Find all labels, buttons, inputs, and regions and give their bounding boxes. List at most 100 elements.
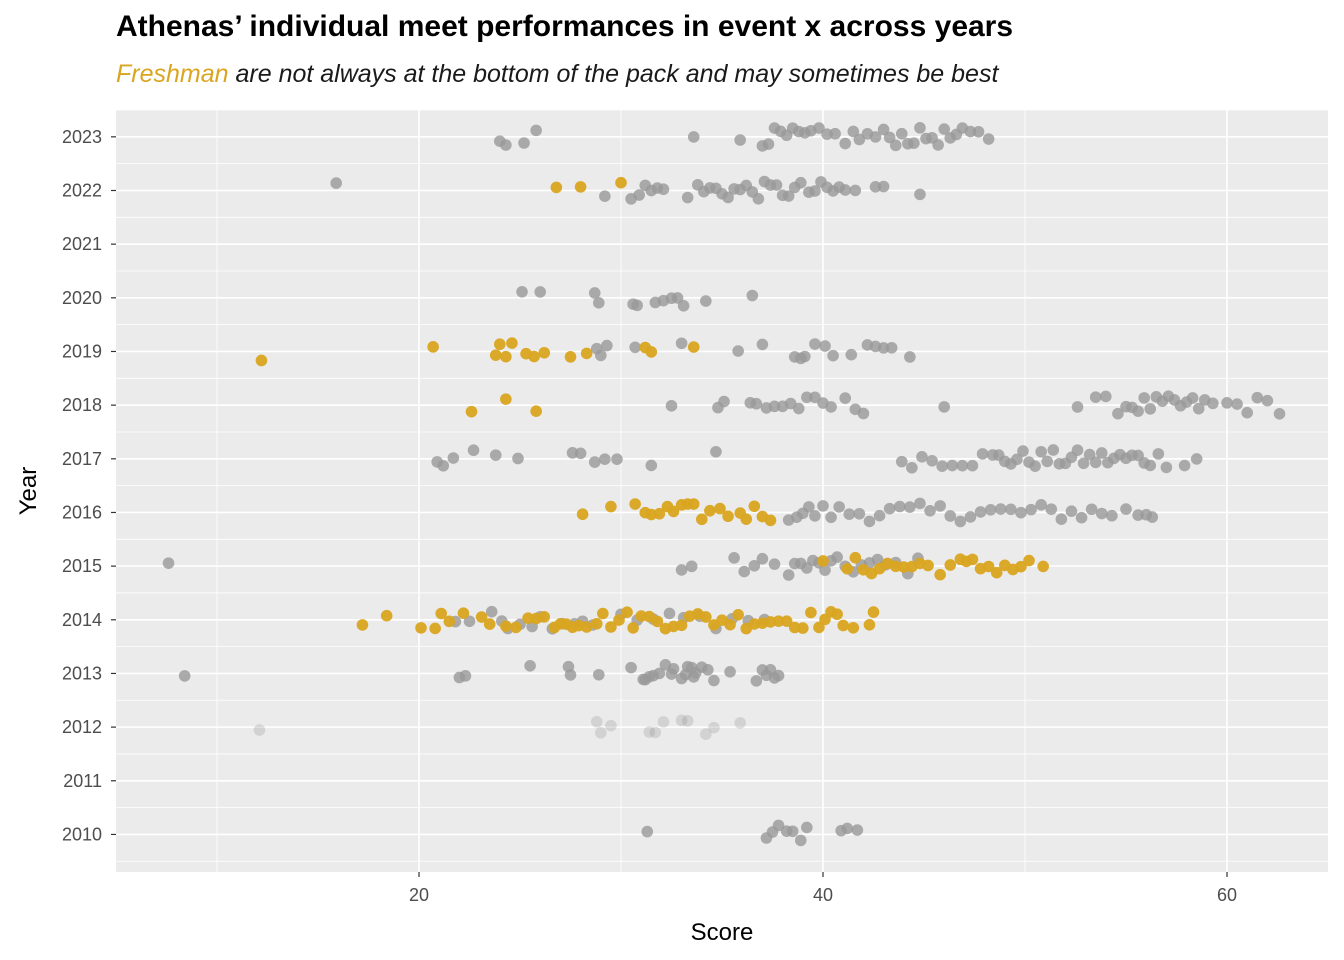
point-2023 — [530, 124, 542, 137]
point-2018 — [750, 397, 763, 410]
point-2016 — [803, 501, 815, 513]
point-freshman-2019 — [528, 350, 540, 363]
point-2017 — [895, 455, 908, 468]
point-freshman-2019 — [494, 338, 506, 351]
point-freshman-2014 — [475, 611, 488, 623]
x-tick-label: 60 — [1217, 885, 1237, 905]
point-2017 — [1029, 460, 1041, 472]
point-2016 — [1085, 503, 1098, 516]
point-freshman-2014 — [627, 622, 639, 634]
point-2018 — [1071, 401, 1084, 413]
point-2016 — [1015, 506, 1027, 519]
point-2015 — [756, 552, 769, 565]
point-2014 — [463, 615, 476, 628]
point-2023 — [877, 123, 890, 136]
point-2018 — [1251, 391, 1264, 404]
point-2017 — [916, 451, 928, 463]
point-2019 — [904, 351, 916, 363]
point-freshman-2022 — [550, 181, 563, 194]
point-2020 — [516, 286, 528, 298]
point-2016 — [974, 506, 987, 518]
point-2017 — [1011, 453, 1023, 466]
point-2016 — [1065, 505, 1078, 517]
point-2016 — [1045, 503, 1058, 515]
point-2012 — [590, 715, 603, 728]
point-2022 — [633, 189, 645, 201]
point-2023 — [762, 138, 775, 150]
point-freshman-2016 — [667, 505, 680, 518]
point-freshman-2015 — [1023, 554, 1035, 567]
point-freshman-2015 — [1037, 560, 1049, 573]
point-2013 — [592, 668, 605, 681]
point-2018 — [1112, 407, 1124, 420]
point-freshman-2014 — [780, 615, 793, 627]
point-2023 — [938, 123, 950, 135]
point-2017 — [966, 459, 979, 472]
point-freshman-2019 — [489, 349, 502, 361]
y-tick-label: 2012 — [62, 717, 102, 737]
point-freshman-2019 — [687, 341, 700, 353]
point-freshman-2015 — [966, 553, 979, 566]
y-tick-label: 2017 — [62, 449, 102, 469]
point-freshman-2016 — [740, 513, 753, 525]
point-2017 — [467, 444, 480, 457]
point-freshman-2014 — [724, 618, 736, 631]
point-2012 — [605, 719, 617, 732]
point-2010 — [801, 821, 813, 834]
point-freshman-2019 — [500, 350, 512, 363]
point-2018 — [1192, 402, 1205, 415]
point-freshman-2014 — [847, 621, 860, 634]
y-tick-label: 2020 — [62, 288, 102, 308]
point-2018 — [768, 400, 781, 413]
point-2015 — [728, 552, 740, 564]
point-freshman-2019 — [255, 354, 268, 367]
point-2017 — [1041, 455, 1054, 468]
point-freshman-2018 — [500, 393, 512, 405]
point-freshman-2016 — [629, 498, 641, 510]
point-2019 — [601, 339, 613, 352]
grid-minor — [116, 109, 1328, 872]
point-2016 — [1106, 509, 1118, 522]
point-2012 — [708, 721, 720, 734]
point-2017 — [611, 453, 623, 465]
x-tick-label: 20 — [409, 885, 429, 905]
point-freshman-2014 — [837, 619, 849, 632]
point-2016 — [1075, 511, 1088, 524]
point-2017 — [710, 445, 722, 458]
y-tick-label: 2015 — [62, 556, 102, 576]
point-2016 — [984, 503, 997, 516]
point-2023 — [982, 133, 995, 145]
point-freshman-2015 — [1015, 560, 1027, 573]
point-freshman-2014 — [813, 621, 825, 634]
point-freshman-2015 — [934, 568, 946, 581]
point-2022 — [330, 177, 342, 189]
subtitle-freshman-highlight: Freshman — [116, 60, 229, 88]
point-2022 — [770, 179, 783, 191]
point-2016 — [1035, 499, 1047, 511]
point-freshman-2014 — [732, 608, 744, 621]
point-freshman-2019 — [564, 351, 577, 363]
point-freshman-2014 — [613, 614, 625, 626]
point-2016 — [893, 500, 906, 513]
point-2023 — [895, 127, 908, 140]
point-2019 — [756, 338, 769, 351]
point-freshman-2014 — [867, 606, 880, 618]
point-2018 — [938, 401, 950, 413]
point-2019 — [675, 337, 688, 350]
y-tick-label: 2018 — [62, 395, 102, 415]
x-axis: 20 40 60 — [409, 872, 1237, 905]
point-2015 — [819, 564, 831, 576]
point-freshman-2015 — [982, 560, 995, 573]
point-2017 — [1190, 453, 1203, 465]
point-2017 — [489, 449, 502, 461]
y-tick-label: 2022 — [62, 180, 102, 200]
point-2020 — [588, 287, 601, 299]
x-tick-label: 40 — [813, 885, 833, 905]
point-2012 — [675, 714, 688, 727]
point-2016 — [809, 510, 821, 522]
chart-title: Athenas’ individual meet performances in… — [116, 10, 1014, 43]
point-2018 — [1221, 397, 1233, 409]
point-2016 — [934, 500, 946, 512]
point-2018 — [1207, 397, 1219, 410]
point-2015 — [738, 565, 751, 578]
